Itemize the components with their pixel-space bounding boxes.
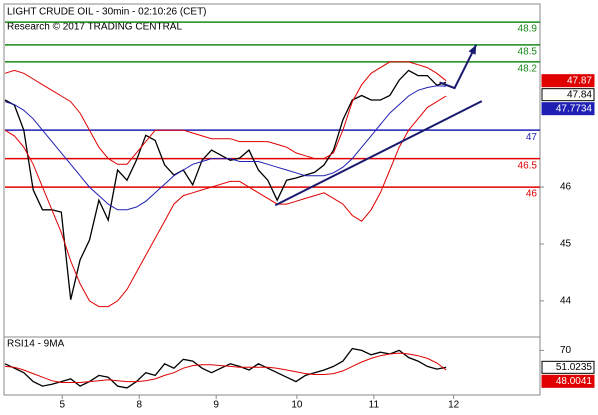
arrow-head [468,44,477,55]
y-tick-label: 46 [560,182,572,193]
projection-arrow [439,44,478,90]
value-box [541,102,595,116]
value-label: 48.0041 [556,376,593,387]
y-tick-label: 45 [560,239,572,250]
series-line [4,85,447,211]
x-tick-label: 11 [369,400,380,411]
value-box [541,374,595,388]
level-label: 48.2 [518,64,538,75]
x-tick-label: 12 [448,400,460,411]
x-tick-label: 8 [136,400,142,411]
level-label: 46 [526,189,538,200]
y-tick-label: 44 [560,296,572,307]
chart-subtitle: Research © 2017 TRADING CENTRAL [7,22,182,33]
level-label: 48.9 [518,24,538,35]
chart-title: LIGHT CRUDE OIL - 30min - 02:10:26 (CET) [7,7,207,18]
value-box [541,74,595,88]
series-line [4,69,447,300]
series-line [4,95,447,308]
x-tick-label: 10 [291,400,303,411]
level-label: 47 [526,132,538,143]
series-line [4,61,447,165]
y-tick-label: 70 [560,345,572,356]
value-label: 47.7734 [556,103,593,114]
series-line [4,352,447,383]
level-label: 48.5 [518,46,538,57]
value-box [541,360,595,374]
plot-frame [3,3,541,396]
rsi-title: RSI14 - 9MA [7,339,65,350]
x-tick-label: 9 [213,400,219,411]
x-tick-label: 5 [59,400,65,411]
value-label: 47.87 [567,75,592,86]
value-label: 51.0235 [556,362,593,373]
value-box [541,88,595,102]
trendline [274,100,483,207]
value-label: 47.84 [567,89,592,100]
level-label: 46.5 [518,160,538,171]
